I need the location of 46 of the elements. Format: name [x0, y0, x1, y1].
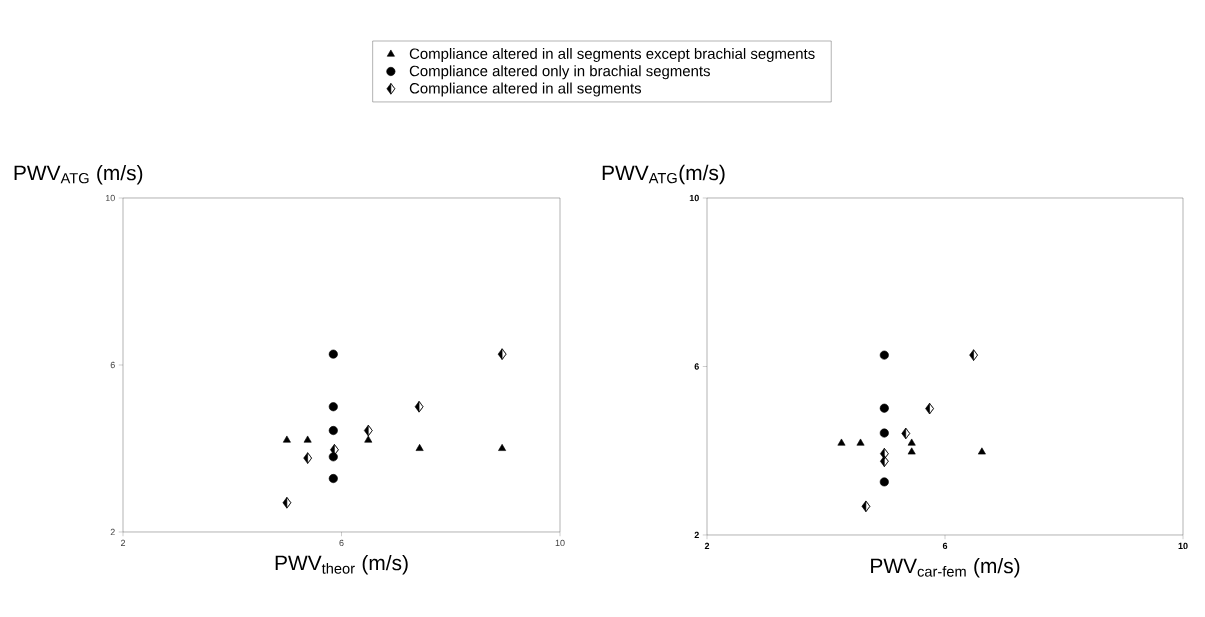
x-tick-label: 2 — [120, 539, 126, 547]
point — [977, 447, 986, 455]
legend-label: Compliance altered only in brachial segments — [409, 65, 710, 80]
y-axis-title: PWV$_{ATG}$ (m/s) — [14, 164, 143, 185]
point — [282, 497, 292, 509]
point — [879, 428, 889, 438]
point — [498, 443, 507, 451]
x-tick-label: 6 — [339, 539, 344, 547]
point — [303, 452, 312, 464]
point — [879, 403, 889, 413]
x-tick-label: 2 — [704, 542, 710, 550]
point — [901, 427, 911, 440]
x-tick-label: 10 — [1178, 542, 1188, 550]
y-axis-title: PWV$_{ATG}$(m/s) — [602, 164, 725, 185]
point — [969, 349, 978, 361]
point — [364, 435, 373, 443]
y-tick-label: 6 — [110, 361, 115, 369]
point — [328, 402, 338, 412]
point — [303, 435, 312, 443]
point — [363, 424, 373, 437]
point — [879, 477, 889, 487]
point — [328, 426, 338, 436]
y-tick-label: 2 — [694, 531, 699, 539]
x-tick-label: 6 — [942, 542, 948, 550]
y-tick-label: 6 — [694, 363, 699, 370]
y-tick-label: 10 — [105, 194, 115, 202]
legend-label: Compliance altered in all segments — [409, 82, 642, 97]
legend-label: Compliance altered in all segments except brachial segments — [409, 48, 815, 62]
point — [880, 455, 889, 467]
point — [856, 438, 865, 446]
point — [879, 350, 889, 360]
point — [328, 349, 338, 359]
point — [837, 438, 846, 446]
point — [328, 474, 338, 484]
point — [282, 435, 291, 443]
point — [415, 443, 424, 451]
point — [907, 438, 916, 446]
y-tick-label: 10 — [689, 194, 699, 202]
point — [497, 348, 507, 360]
x-tick-label: 10 — [555, 539, 565, 547]
x-axis-title: PWV$_{theor}$ (m/s) — [275, 554, 408, 575]
x-axis-title: PWV$_{car-fem}$ (m/s) — [871, 557, 1020, 578]
point — [414, 401, 424, 413]
point — [861, 500, 871, 513]
y-tick-label: 2 — [110, 528, 115, 536]
point — [907, 447, 916, 455]
